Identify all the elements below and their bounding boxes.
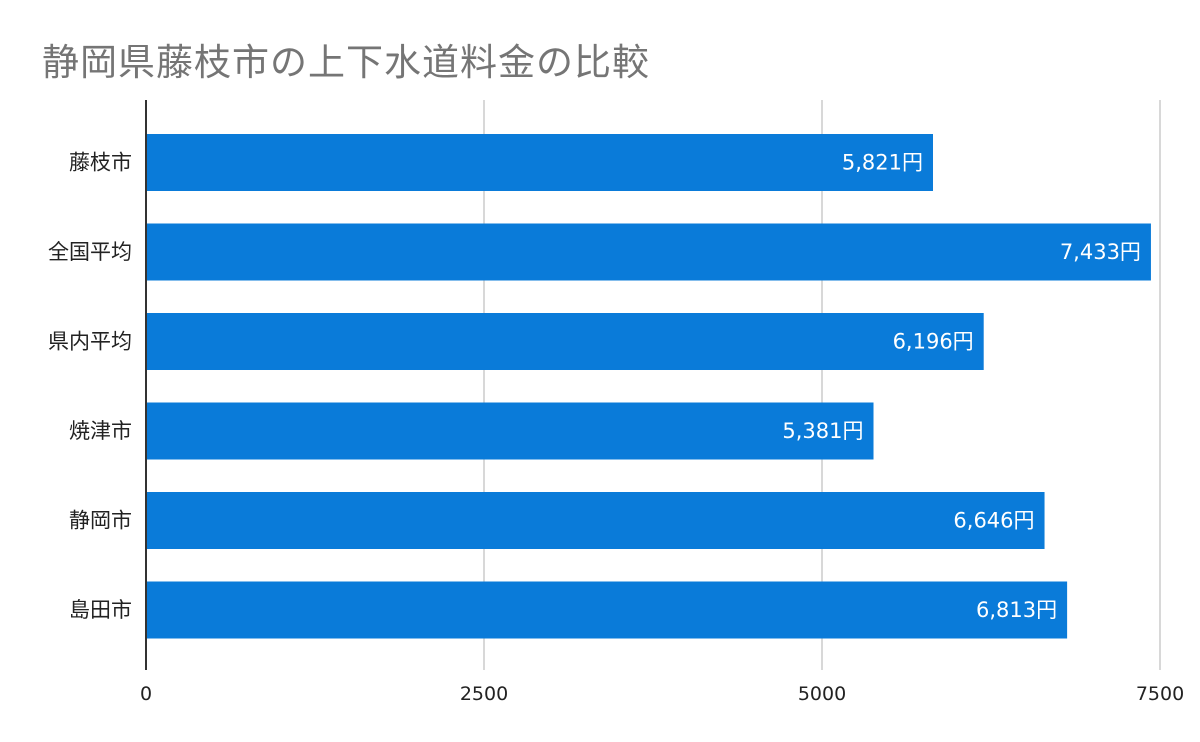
category-label: 島田市	[69, 598, 132, 622]
chart-title: 静岡県藤枝市の上下水道料金の比較	[42, 41, 650, 84]
bar	[146, 134, 933, 191]
x-tick-label: 7500	[1136, 683, 1184, 705]
bar	[146, 402, 874, 460]
category-label: 県内平均	[48, 330, 132, 354]
category-label: 藤枝市	[69, 151, 132, 175]
bars: 5,821円 7,433円 6,196円 5,381円 6,646円 6,813円	[146, 134, 1151, 639]
bar	[146, 492, 1045, 549]
bar	[146, 313, 984, 370]
data-label: 5,821円	[842, 151, 923, 175]
data-label: 6,196円	[893, 330, 974, 354]
bar	[146, 223, 1151, 281]
data-label: 5,381円	[782, 419, 863, 443]
x-tick-label: 0	[140, 683, 152, 705]
gridlines	[483, 100, 1161, 670]
category-label: 静岡市	[69, 509, 132, 533]
data-label: 6,646円	[953, 509, 1034, 533]
data-label: 6,813円	[976, 598, 1057, 622]
x-tick-label: 2500	[460, 683, 508, 705]
data-label: 7,433円	[1060, 240, 1141, 264]
x-tick-label: 5000	[798, 683, 846, 705]
category-label: 焼津市	[69, 419, 132, 443]
category-label: 全国平均	[48, 240, 132, 264]
bar	[146, 581, 1068, 639]
